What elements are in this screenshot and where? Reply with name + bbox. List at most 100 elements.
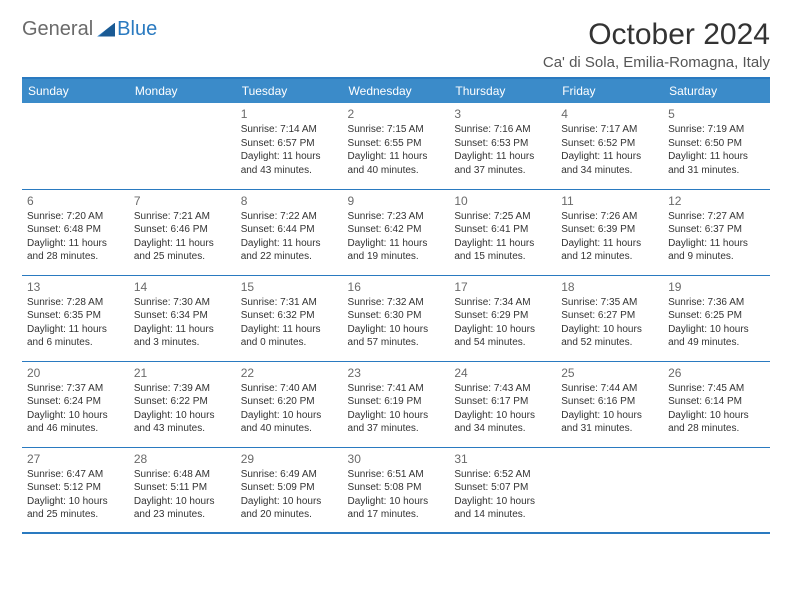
- sunrise-text: Sunrise: 6:49 AM: [241, 468, 338, 482]
- day-number: 6: [27, 193, 124, 209]
- day-number: 16: [348, 279, 445, 295]
- calendar-day-cell: 16Sunrise: 7:32 AMSunset: 6:30 PMDayligh…: [343, 275, 450, 361]
- calendar-day-cell: 1Sunrise: 7:14 AMSunset: 6:57 PMDaylight…: [236, 103, 343, 189]
- calendar-body: 1Sunrise: 7:14 AMSunset: 6:57 PMDaylight…: [22, 103, 770, 533]
- day-number: 7: [134, 193, 231, 209]
- brand-triangle-icon: [97, 23, 115, 37]
- sunset-text: Sunset: 6:32 PM: [241, 309, 338, 323]
- sunset-text: Sunset: 6:17 PM: [454, 395, 551, 409]
- sunrise-text: Sunrise: 7:20 AM: [27, 210, 124, 224]
- sunrise-text: Sunrise: 7:22 AM: [241, 210, 338, 224]
- calendar-day-cell: 13Sunrise: 7:28 AMSunset: 6:35 PMDayligh…: [22, 275, 129, 361]
- calendar-day-cell: 12Sunrise: 7:27 AMSunset: 6:37 PMDayligh…: [663, 189, 770, 275]
- daylight-text: Daylight: 10 hours and 37 minutes.: [348, 409, 445, 436]
- sunset-text: Sunset: 6:41 PM: [454, 223, 551, 237]
- weekday-header: Monday: [129, 78, 236, 103]
- sunrise-text: Sunrise: 7:30 AM: [134, 296, 231, 310]
- sunrise-text: Sunrise: 7:40 AM: [241, 382, 338, 396]
- calendar-day-cell: 6Sunrise: 7:20 AMSunset: 6:48 PMDaylight…: [22, 189, 129, 275]
- weekday-header: Tuesday: [236, 78, 343, 103]
- day-number: 1: [241, 106, 338, 122]
- daylight-text: Daylight: 11 hours and 6 minutes.: [27, 323, 124, 350]
- daylight-text: Daylight: 11 hours and 28 minutes.: [27, 237, 124, 264]
- calendar-day-cell: 10Sunrise: 7:25 AMSunset: 6:41 PMDayligh…: [449, 189, 556, 275]
- calendar-day-cell: 20Sunrise: 7:37 AMSunset: 6:24 PMDayligh…: [22, 361, 129, 447]
- sunrise-text: Sunrise: 7:25 AM: [454, 210, 551, 224]
- calendar-day-cell: 29Sunrise: 6:49 AMSunset: 5:09 PMDayligh…: [236, 447, 343, 533]
- daylight-text: Daylight: 10 hours and 40 minutes.: [241, 409, 338, 436]
- sunrise-text: Sunrise: 7:23 AM: [348, 210, 445, 224]
- calendar-empty-cell: [129, 103, 236, 189]
- sunrise-text: Sunrise: 7:41 AM: [348, 382, 445, 396]
- sunrise-text: Sunrise: 7:16 AM: [454, 123, 551, 137]
- calendar-day-cell: 15Sunrise: 7:31 AMSunset: 6:32 PMDayligh…: [236, 275, 343, 361]
- calendar-empty-cell: [556, 447, 663, 533]
- calendar-day-cell: 30Sunrise: 6:51 AMSunset: 5:08 PMDayligh…: [343, 447, 450, 533]
- day-number: 2: [348, 106, 445, 122]
- day-number: 24: [454, 365, 551, 381]
- day-number: 19: [668, 279, 765, 295]
- sunset-text: Sunset: 5:07 PM: [454, 481, 551, 495]
- calendar-day-cell: 28Sunrise: 6:48 AMSunset: 5:11 PMDayligh…: [129, 447, 236, 533]
- daylight-text: Daylight: 11 hours and 34 minutes.: [561, 150, 658, 177]
- day-number: 18: [561, 279, 658, 295]
- daylight-text: Daylight: 10 hours and 31 minutes.: [561, 409, 658, 436]
- sunset-text: Sunset: 6:50 PM: [668, 137, 765, 151]
- sunset-text: Sunset: 6:37 PM: [668, 223, 765, 237]
- sunrise-text: Sunrise: 7:31 AM: [241, 296, 338, 310]
- daylight-text: Daylight: 10 hours and 23 minutes.: [134, 495, 231, 522]
- brand-logo: General Blue: [22, 18, 157, 41]
- day-number: 27: [27, 451, 124, 467]
- sunrise-text: Sunrise: 7:43 AM: [454, 382, 551, 396]
- sunrise-text: Sunrise: 7:35 AM: [561, 296, 658, 310]
- brand-part1: General: [22, 18, 93, 41]
- sunset-text: Sunset: 6:42 PM: [348, 223, 445, 237]
- daylight-text: Daylight: 10 hours and 34 minutes.: [454, 409, 551, 436]
- sunset-text: Sunset: 6:19 PM: [348, 395, 445, 409]
- sunset-text: Sunset: 6:48 PM: [27, 223, 124, 237]
- sunrise-text: Sunrise: 7:21 AM: [134, 210, 231, 224]
- sunrise-text: Sunrise: 7:36 AM: [668, 296, 765, 310]
- calendar-week-row: 1Sunrise: 7:14 AMSunset: 6:57 PMDaylight…: [22, 103, 770, 189]
- sunset-text: Sunset: 6:39 PM: [561, 223, 658, 237]
- daylight-text: Daylight: 11 hours and 15 minutes.: [454, 237, 551, 264]
- sunset-text: Sunset: 6:52 PM: [561, 137, 658, 151]
- day-number: 25: [561, 365, 658, 381]
- sunset-text: Sunset: 6:30 PM: [348, 309, 445, 323]
- day-number: 21: [134, 365, 231, 381]
- sunset-text: Sunset: 6:53 PM: [454, 137, 551, 151]
- day-number: 12: [668, 193, 765, 209]
- sunset-text: Sunset: 6:34 PM: [134, 309, 231, 323]
- daylight-text: Daylight: 11 hours and 43 minutes.: [241, 150, 338, 177]
- calendar-day-cell: 21Sunrise: 7:39 AMSunset: 6:22 PMDayligh…: [129, 361, 236, 447]
- day-number: 20: [27, 365, 124, 381]
- daylight-text: Daylight: 11 hours and 3 minutes.: [134, 323, 231, 350]
- sunrise-text: Sunrise: 7:15 AM: [348, 123, 445, 137]
- sunset-text: Sunset: 6:35 PM: [27, 309, 124, 323]
- header: General Blue October 2024 Ca' di Sola, E…: [22, 18, 770, 71]
- daylight-text: Daylight: 10 hours and 25 minutes.: [27, 495, 124, 522]
- day-number: 31: [454, 451, 551, 467]
- sunrise-text: Sunrise: 7:44 AM: [561, 382, 658, 396]
- calendar-day-cell: 9Sunrise: 7:23 AMSunset: 6:42 PMDaylight…: [343, 189, 450, 275]
- daylight-text: Daylight: 10 hours and 20 minutes.: [241, 495, 338, 522]
- daylight-text: Daylight: 10 hours and 54 minutes.: [454, 323, 551, 350]
- day-number: 23: [348, 365, 445, 381]
- calendar-week-row: 27Sunrise: 6:47 AMSunset: 5:12 PMDayligh…: [22, 447, 770, 533]
- sunset-text: Sunset: 6:57 PM: [241, 137, 338, 151]
- sunset-text: Sunset: 5:12 PM: [27, 481, 124, 495]
- daylight-text: Daylight: 11 hours and 25 minutes.: [134, 237, 231, 264]
- daylight-text: Daylight: 11 hours and 19 minutes.: [348, 237, 445, 264]
- sunrise-text: Sunrise: 7:26 AM: [561, 210, 658, 224]
- sunrise-text: Sunrise: 7:27 AM: [668, 210, 765, 224]
- calendar-day-cell: 24Sunrise: 7:43 AMSunset: 6:17 PMDayligh…: [449, 361, 556, 447]
- title-block: October 2024 Ca' di Sola, Emilia-Romagna…: [543, 18, 770, 71]
- sunrise-text: Sunrise: 7:17 AM: [561, 123, 658, 137]
- calendar-day-cell: 3Sunrise: 7:16 AMSunset: 6:53 PMDaylight…: [449, 103, 556, 189]
- daylight-text: Daylight: 10 hours and 52 minutes.: [561, 323, 658, 350]
- sunset-text: Sunset: 6:22 PM: [134, 395, 231, 409]
- sunset-text: Sunset: 5:08 PM: [348, 481, 445, 495]
- day-number: 22: [241, 365, 338, 381]
- sunset-text: Sunset: 6:16 PM: [561, 395, 658, 409]
- day-number: 4: [561, 106, 658, 122]
